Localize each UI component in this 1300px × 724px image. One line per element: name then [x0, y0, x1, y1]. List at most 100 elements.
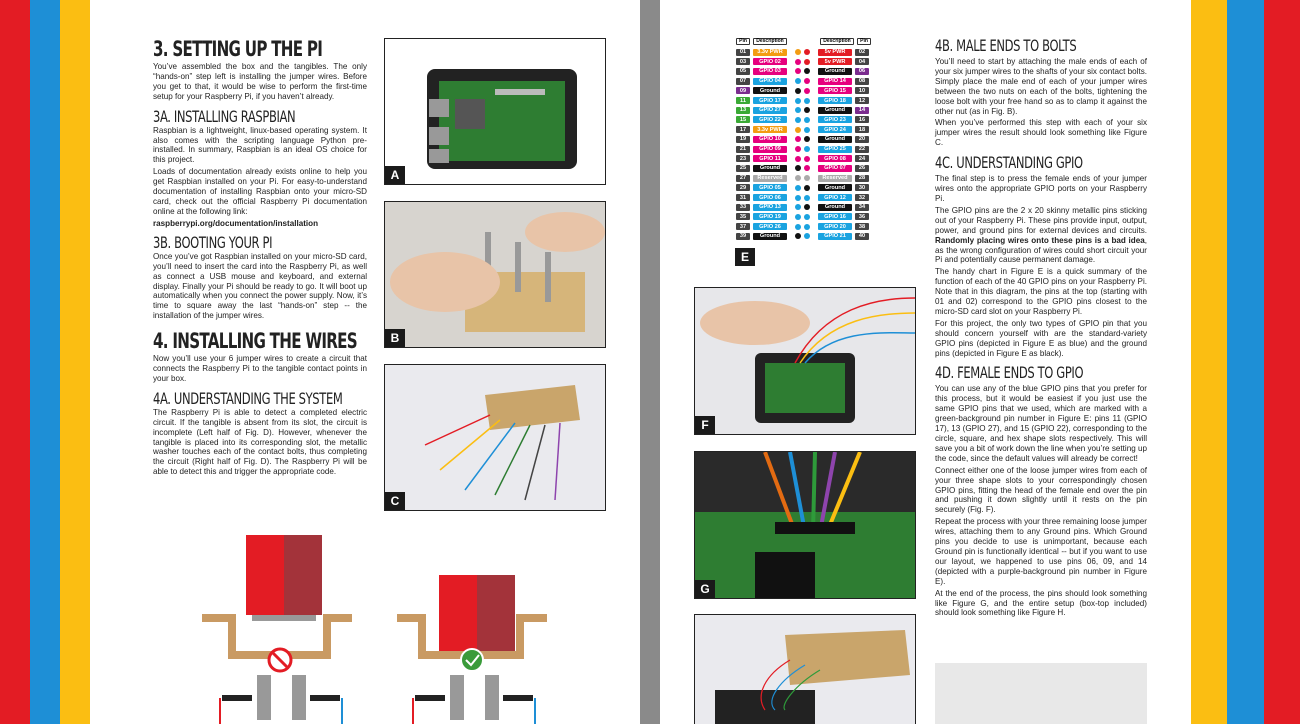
gpio-pin-description: Ground — [818, 203, 852, 211]
section-4c-body-2: The GPIO pins are the 2 x 20 skinny meta… — [935, 205, 1147, 265]
gpio-pin-number: 33 — [736, 203, 750, 211]
section-4d-title: 4D. FEMALE ENDS TO GPIO — [935, 363, 1084, 383]
stripe-blue-left — [30, 0, 60, 724]
gpio-row: 21 GPIO 09 GPIO 25 22 — [736, 145, 869, 153]
gpio-pin-description: 5v PWR — [818, 48, 852, 56]
gpio-pin-description: GPIO 23 — [818, 116, 852, 124]
gpio-pin-description: GPIO 13 — [753, 203, 787, 211]
gpio-pin-dot — [804, 204, 810, 211]
stripe-white-left — [90, 0, 122, 724]
header-pin-left: Pin — [736, 37, 750, 45]
gpio-pin-dot — [795, 146, 801, 152]
installation-link[interactable]: raspberrypi.org/documentation/installati… — [153, 218, 319, 228]
gpio-pin-description: GPIO 22 — [753, 116, 787, 124]
gpio-pin-dot — [795, 58, 801, 65]
section-4-title: 4. INSTALLING THE WIRES — [153, 329, 358, 354]
gpio-pin-description: GPIO 20 — [818, 223, 852, 231]
gpio-row: 25 Ground GPIO 07 26 — [736, 164, 869, 172]
gpio-pin-number: 15 — [736, 116, 750, 124]
gpio-pin-description: GPIO 07 — [818, 164, 852, 172]
section-3-body: You’ve assembled the box and the tangibl… — [153, 62, 367, 101]
gpio-row: 17 3.3v PWR GPIO 24 18 — [736, 126, 869, 134]
gpio-row: 29 GPIO 05 Ground 30 — [736, 184, 869, 192]
gpio-pin-description: GPIO 14 — [818, 77, 852, 85]
figure-d-circuit-illustration — [202, 535, 547, 724]
header-desc-right: Description — [820, 37, 854, 45]
gpio-pin-dot — [795, 204, 801, 211]
gpio-row: 33 GPIO 13 Ground 34 — [736, 203, 869, 211]
gpio-pin-dot — [804, 97, 810, 104]
gpio-pin-number: 39 — [736, 232, 750, 240]
gpio-pin-number: 35 — [736, 213, 750, 221]
gpio-pin-description: GPIO 25 — [818, 145, 852, 153]
gpio-pin-dot — [804, 155, 810, 162]
gpio-pin-description: Ground — [818, 106, 852, 114]
section-4b-title: 4B. MALE ENDS TO BOLTS — [935, 36, 1077, 55]
wires-to-gpio-illustration — [700, 297, 915, 423]
gpio-pin-number: 01 — [736, 48, 750, 56]
section-3b-body: Once you’ve got Raspbian installed on yo… — [153, 251, 367, 321]
gpio-pin-dot — [795, 184, 801, 191]
section-4d-body-2: Connect either one of the loose jumper w… — [935, 465, 1147, 515]
section-3a-title: 3A. INSTALLING RASPBIAN — [153, 106, 296, 126]
gpio-pin-number: 04 — [855, 58, 869, 66]
figure-f-photo: F — [694, 287, 916, 435]
gpio-row: 23 GPIO 11 GPIO 08 24 — [736, 155, 869, 163]
gpio-row: 19 GPIO 10 Ground 20 — [736, 135, 869, 143]
figure-g-label: G — [695, 580, 715, 598]
figure-c-label: C — [385, 492, 405, 510]
gpio-pin-number: 09 — [736, 87, 750, 95]
section-4d-body-1: You can use any of the blue GPIO pins th… — [935, 384, 1147, 463]
gpio-pin-description: Ground — [753, 87, 787, 95]
gpio-pin-dot — [795, 87, 801, 94]
gpio-pin-description: GPIO 10 — [753, 135, 787, 143]
figure-h-photo — [694, 614, 916, 724]
figure-a-photo: A — [384, 38, 606, 185]
gpio-row: 13 GPIO 27 Ground 14 — [736, 106, 869, 114]
gpio-pin-number: 31 — [736, 194, 750, 201]
gpio-row: 11 GPIO 17 GPIO 18 12 — [736, 97, 869, 105]
gpio-pin-description: GPIO 02 — [753, 58, 787, 66]
gpio-pin-number: 13 — [736, 106, 750, 114]
section-4-body: Now you’ll use your 6 jumper wires to cr… — [153, 354, 367, 383]
gpio-pin-number: 07 — [736, 77, 750, 85]
gpio-row: 09 Ground GPIO 15 10 — [736, 87, 869, 95]
gpio-pin-dot — [804, 136, 810, 143]
gpio-pin-number: 28 — [855, 174, 869, 182]
gpio-pin-description: GPIO 11 — [753, 155, 787, 163]
gpio-pin-dot — [795, 233, 801, 240]
gpio-pin-number: 36 — [855, 213, 869, 221]
gpio-wires-closeup-illustration — [695, 452, 915, 598]
gpio-pin-description: GPIO 16 — [818, 213, 852, 221]
gpio-pin-dot — [804, 78, 810, 85]
section-3a-body-2: Loads of documentation already exists on… — [153, 167, 367, 216]
gpio-pin-number: 06 — [855, 67, 869, 75]
figure-b-label: B — [385, 329, 405, 347]
circuit-complete-icon — [460, 648, 484, 672]
gpio-pin-dot — [795, 107, 801, 114]
section-4c-title: 4C. UNDERSTANDING GPIO — [935, 153, 1083, 173]
stripe-yellow-right — [1191, 0, 1227, 724]
stripe-red-left — [0, 0, 30, 724]
gpio-pin-number: 03 — [736, 58, 750, 66]
gpio-pin-dot — [795, 126, 801, 133]
section-4c-body-4: For this project, the only two types of … — [935, 318, 1147, 358]
gpio-header-row: Pin Description Description Pin — [736, 37, 874, 45]
raspberry-pi-case-illustration — [427, 69, 577, 169]
stripe-yellow-left — [60, 0, 90, 724]
gpio-pin-dot — [804, 194, 810, 201]
tangible-with-wires-illustration — [424, 385, 580, 501]
gpio-pin-dot — [804, 146, 810, 152]
gpio-pin-dot — [804, 184, 810, 191]
section-4b-body-2: When you’ve performed this step with eac… — [935, 118, 1147, 148]
gpio-pin-number: 16 — [855, 116, 869, 124]
figure-f-label: F — [695, 416, 715, 434]
gpio-pin-number: 11 — [736, 97, 750, 104]
gpio-pin-number: 26 — [855, 164, 869, 172]
gpio-pin-number: 19 — [736, 135, 750, 143]
gpio-pin-dot — [795, 68, 801, 75]
gpio-pin-number: 37 — [736, 223, 750, 231]
gpio-pin-description: GPIO 24 — [818, 126, 852, 134]
gpio-pin-number: 38 — [855, 223, 869, 231]
gpio-pin-dot — [804, 213, 810, 220]
